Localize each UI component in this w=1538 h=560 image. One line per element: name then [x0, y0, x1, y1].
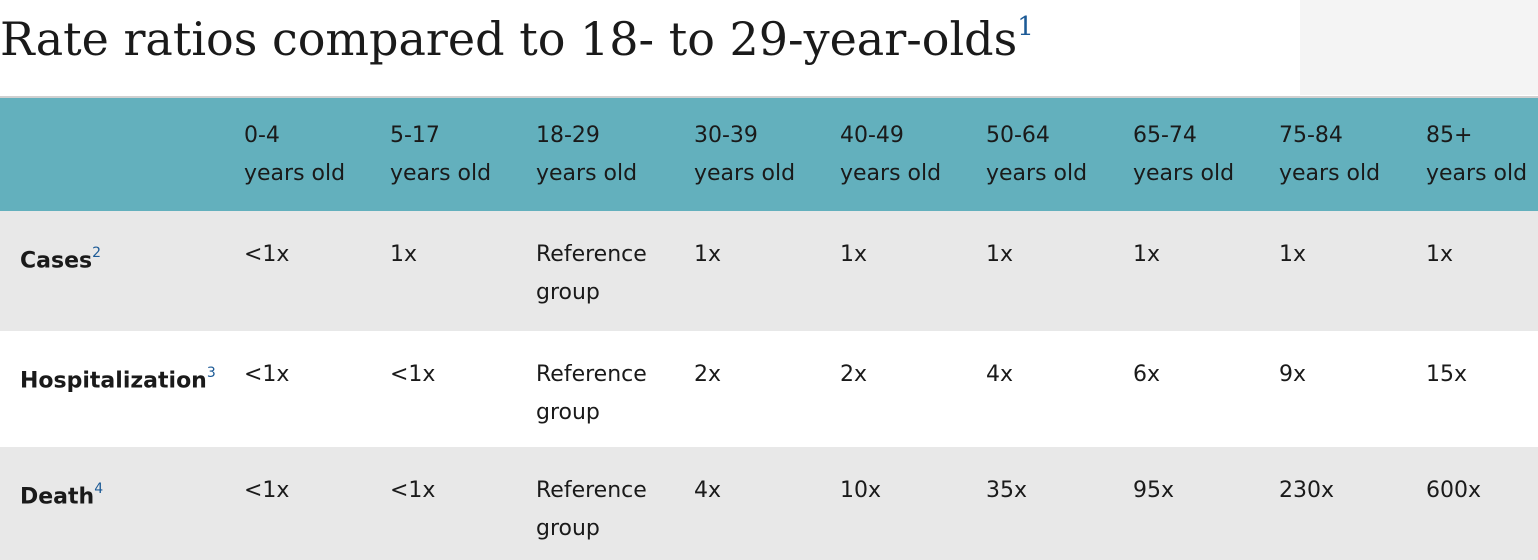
column-header-unit: years old [840, 160, 942, 186]
column-header-age: 30-39 [694, 122, 758, 148]
rate-ratio-table: 0-4 years old 5-17 years old 18-29 years ol… [0, 96, 1538, 560]
column-header-unit: years old [986, 160, 1088, 186]
column-header: 5-17 years old [390, 97, 536, 211]
table-cell: 35x [986, 478, 1028, 503]
column-header-unit: years old [1133, 160, 1235, 186]
column-header: 85+ years old [1426, 97, 1538, 211]
row-header: Hospitalization3 [0, 331, 244, 447]
table-cell: <1x [244, 478, 290, 503]
column-header: 75-84 years old [1279, 97, 1426, 211]
table-cell: 1x [694, 242, 722, 267]
column-header: 50-64 years old [986, 97, 1133, 211]
table-cell: 2x [840, 362, 868, 387]
table-cell: 1x [390, 242, 418, 267]
table-row-hospitalization: Hospitalization3 <1x <1x Reference group… [0, 331, 1538, 447]
row-footnote-link[interactable]: 3 [206, 365, 216, 381]
table-cell: 10x [840, 478, 882, 503]
table-cell: 95x [1133, 478, 1175, 503]
table-cell: 1x [1426, 242, 1454, 267]
table-cell: 1x [1133, 242, 1161, 267]
title-footnote-link[interactable]: 1 [1017, 11, 1034, 42]
table-cell: 1x [986, 242, 1014, 267]
column-header-unit: years old [1426, 160, 1528, 186]
column-header-age: 75-84 [1279, 122, 1343, 148]
table-cell: Reference group [536, 478, 647, 541]
column-header-unit: years old [244, 160, 346, 186]
table-cell: 2x [694, 362, 722, 387]
row-footnote-link[interactable]: 2 [92, 245, 102, 261]
column-header-unit: years old [536, 160, 638, 186]
row-label: Hospitalization [20, 368, 207, 394]
table-row-cases: Cases2 <1x 1x Reference group 1x 1x 1x 1… [0, 211, 1538, 331]
table-cell: 1x [840, 242, 868, 267]
column-header-age: 65-74 [1133, 122, 1197, 148]
row-footnote-link[interactable]: 4 [94, 481, 104, 497]
column-header-age: 40-49 [840, 122, 904, 148]
table-cell: Reference group [536, 362, 647, 425]
column-header-unit: years old [1279, 160, 1381, 186]
table-cell: 9x [1279, 362, 1307, 387]
column-header: 40-49 years old [840, 97, 986, 211]
row-header: Death4 [0, 447, 244, 560]
table-cell: 230x [1279, 478, 1335, 503]
table-cell: <1x [390, 478, 436, 503]
table-header-row: 0-4 years old 5-17 years old 18-29 years ol… [0, 97, 1538, 211]
column-header-age: 50-64 [986, 122, 1050, 148]
table-cell: 15x [1426, 362, 1468, 387]
row-label: Cases [20, 248, 93, 274]
row-label: Death [20, 484, 95, 510]
column-header-unit: years old [390, 160, 492, 186]
column-header: 30-39 years old [694, 97, 840, 211]
table-cell: <1x [244, 242, 290, 267]
table-row-death: Death4 <1x <1x Reference group 4x 10x 35… [0, 447, 1538, 560]
column-header-age: 85+ [1426, 122, 1473, 148]
column-header-age: 18-29 [536, 122, 600, 148]
table-cell: 4x [986, 362, 1014, 387]
side-panel [1300, 0, 1538, 95]
table-cell: <1x [390, 362, 436, 387]
header-corner [0, 97, 244, 211]
column-header: 0-4 years old [244, 97, 390, 211]
table-cell: 600x [1426, 478, 1482, 503]
column-header: 18-29 years old [536, 97, 694, 211]
page-title-text: Rate ratios compared to 18- to 29-year-o… [0, 12, 1018, 66]
column-header-age: 5-17 [390, 122, 440, 148]
page-title: Rate ratios compared to 18- to 29-year-o… [0, 12, 1034, 66]
column-header-unit: years old [694, 160, 796, 186]
table-cell: 4x [694, 478, 722, 503]
table-cell: Reference group [536, 242, 647, 305]
column-header: 65-74 years old [1133, 97, 1279, 211]
row-header: Cases2 [0, 211, 244, 331]
column-header-age: 0-4 [244, 122, 280, 148]
table-cell: 6x [1133, 362, 1161, 387]
table-cell: <1x [244, 362, 290, 387]
table-cell: 1x [1279, 242, 1307, 267]
